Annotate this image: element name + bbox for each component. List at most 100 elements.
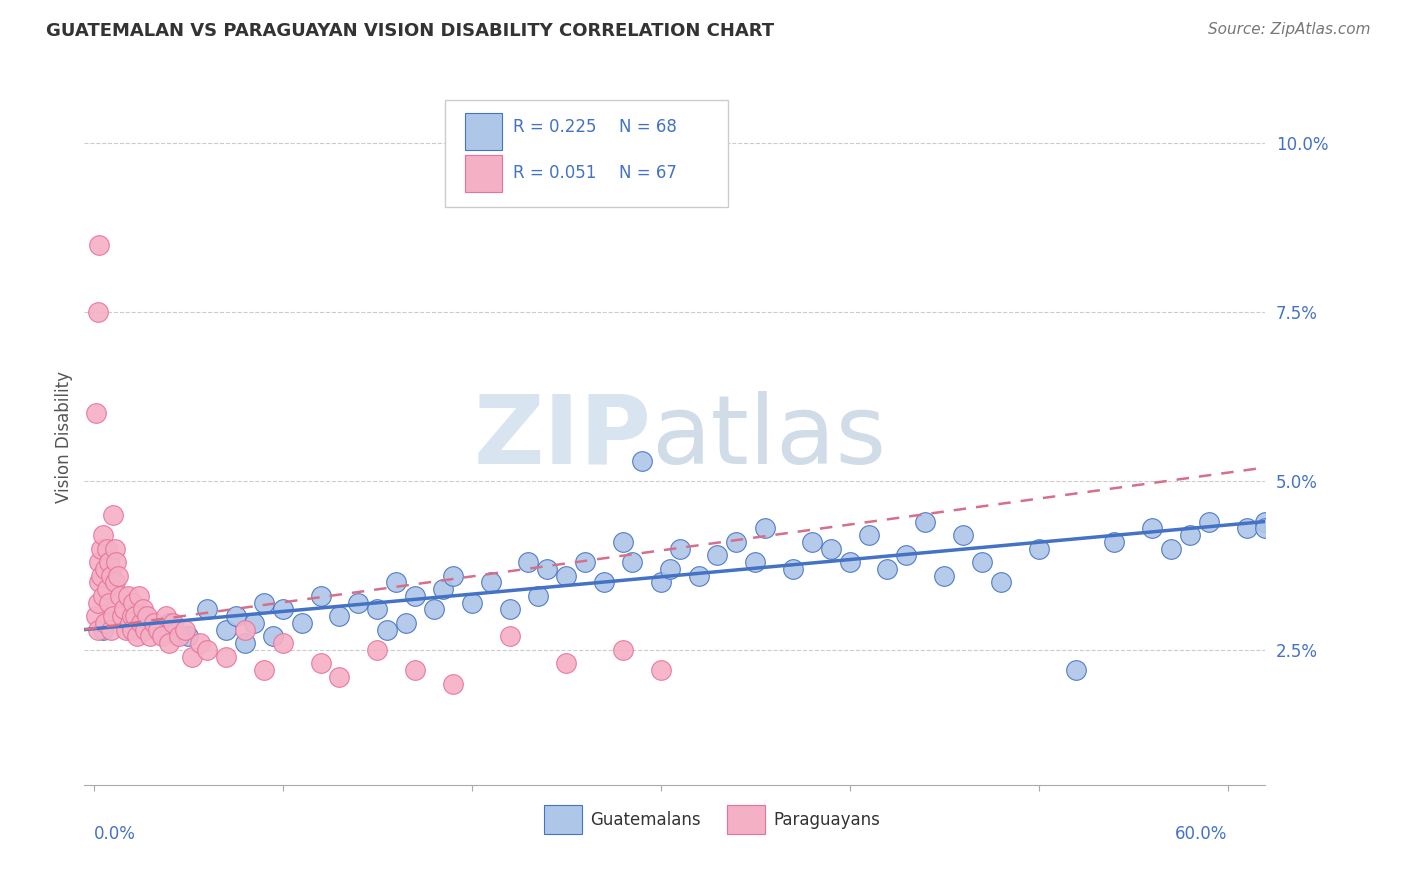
Point bbox=[86, 305, 108, 319]
Point bbox=[104, 575, 127, 590]
Point bbox=[838, 555, 860, 569]
Point bbox=[135, 609, 157, 624]
Point bbox=[143, 615, 166, 630]
Point bbox=[132, 602, 155, 616]
Point bbox=[127, 629, 149, 643]
Point bbox=[858, 528, 880, 542]
Point bbox=[111, 609, 134, 624]
FancyBboxPatch shape bbox=[444, 100, 728, 208]
Point bbox=[1178, 528, 1201, 542]
Point bbox=[479, 575, 502, 590]
Point bbox=[800, 534, 823, 549]
Point bbox=[754, 521, 776, 535]
Point bbox=[366, 602, 388, 616]
Text: N = 67: N = 67 bbox=[620, 164, 678, 182]
Point bbox=[91, 623, 114, 637]
Point bbox=[89, 575, 111, 590]
Point bbox=[952, 528, 974, 542]
Point bbox=[271, 636, 294, 650]
Point bbox=[432, 582, 454, 596]
Point bbox=[86, 623, 108, 637]
Point bbox=[347, 596, 370, 610]
Point bbox=[97, 596, 120, 610]
Point bbox=[181, 649, 204, 664]
Point bbox=[117, 589, 139, 603]
Point bbox=[177, 629, 200, 643]
Point bbox=[782, 562, 804, 576]
Text: 60.0%: 60.0% bbox=[1175, 825, 1227, 844]
Point bbox=[498, 602, 520, 616]
Point bbox=[688, 568, 710, 582]
Point bbox=[129, 609, 152, 624]
Point bbox=[527, 589, 550, 603]
Point bbox=[124, 609, 146, 624]
Point bbox=[100, 568, 122, 582]
Point bbox=[84, 406, 107, 420]
Point bbox=[195, 643, 218, 657]
Point bbox=[253, 663, 276, 677]
Point bbox=[706, 549, 728, 563]
Point bbox=[650, 575, 672, 590]
Point bbox=[233, 623, 256, 637]
Point bbox=[155, 609, 177, 624]
Point bbox=[112, 602, 135, 616]
Point bbox=[128, 589, 150, 603]
Point bbox=[934, 568, 956, 582]
Point bbox=[101, 609, 124, 624]
Point bbox=[725, 534, 748, 549]
Point bbox=[896, 549, 918, 563]
Point bbox=[91, 528, 114, 542]
Point bbox=[90, 541, 112, 556]
Point bbox=[574, 555, 596, 569]
Point bbox=[90, 568, 112, 582]
Point bbox=[121, 609, 143, 624]
Point bbox=[461, 596, 484, 610]
Point bbox=[146, 623, 169, 637]
Point bbox=[115, 623, 138, 637]
Point bbox=[441, 568, 464, 582]
Point bbox=[167, 629, 190, 643]
FancyBboxPatch shape bbox=[464, 113, 502, 151]
Point bbox=[375, 623, 398, 637]
Point bbox=[536, 562, 558, 576]
Point bbox=[157, 615, 180, 630]
Point bbox=[233, 636, 256, 650]
Point bbox=[243, 615, 266, 630]
Point bbox=[593, 575, 616, 590]
Point bbox=[157, 636, 180, 650]
Point bbox=[309, 657, 332, 671]
Point bbox=[990, 575, 1012, 590]
Point bbox=[96, 541, 118, 556]
Point bbox=[86, 596, 108, 610]
Point bbox=[195, 602, 218, 616]
Point bbox=[215, 649, 238, 664]
Point bbox=[96, 582, 118, 596]
Point bbox=[104, 541, 127, 556]
Point bbox=[328, 609, 350, 624]
Point bbox=[668, 541, 690, 556]
Point bbox=[262, 629, 284, 643]
Point bbox=[366, 643, 388, 657]
Point bbox=[253, 596, 276, 610]
Point bbox=[105, 555, 128, 569]
Point bbox=[555, 568, 578, 582]
Point bbox=[517, 555, 540, 569]
Point bbox=[101, 508, 124, 522]
Point bbox=[121, 623, 143, 637]
Point bbox=[970, 555, 993, 569]
Point bbox=[122, 596, 145, 610]
Text: R = 0.225: R = 0.225 bbox=[513, 119, 596, 136]
Point bbox=[328, 670, 350, 684]
Y-axis label: Vision Disability: Vision Disability bbox=[55, 371, 73, 503]
Text: Paraguayans: Paraguayans bbox=[773, 811, 880, 829]
FancyBboxPatch shape bbox=[464, 154, 502, 192]
Point bbox=[659, 562, 682, 576]
Point bbox=[162, 615, 184, 630]
Point bbox=[1140, 521, 1163, 535]
Point bbox=[1236, 521, 1258, 535]
Text: 0.0%: 0.0% bbox=[94, 825, 136, 844]
Point bbox=[612, 534, 634, 549]
Text: atlas: atlas bbox=[651, 391, 886, 483]
Point bbox=[118, 615, 141, 630]
Point bbox=[215, 623, 238, 637]
